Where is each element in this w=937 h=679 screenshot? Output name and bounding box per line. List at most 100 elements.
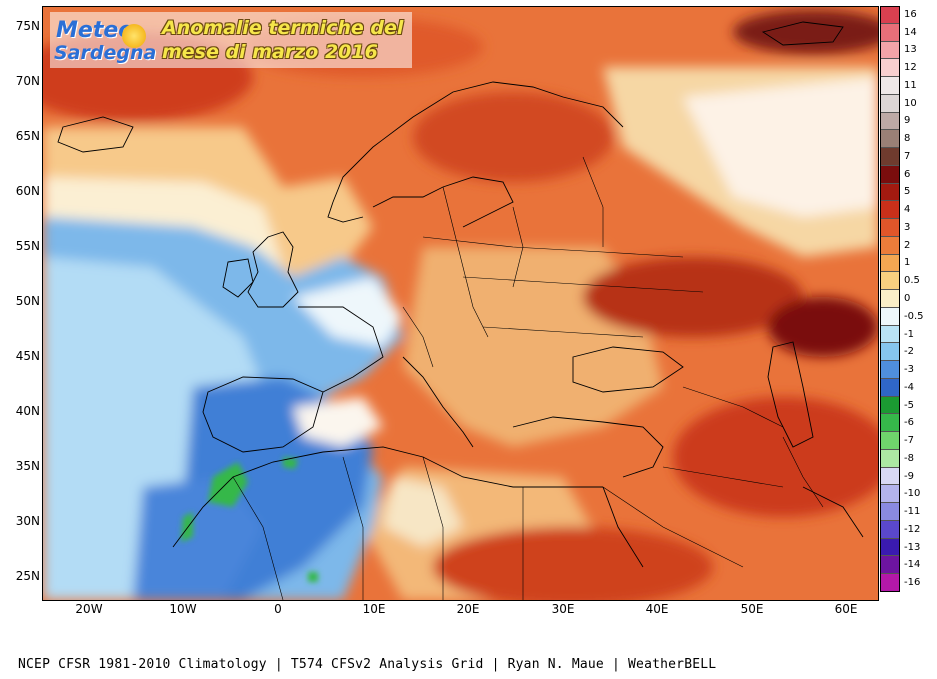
legend-swatch xyxy=(880,485,900,504)
legend-label: -12 xyxy=(904,523,921,535)
legend-label: -5 xyxy=(904,399,914,411)
legend-swatch xyxy=(880,449,900,468)
logo-brand-line2: Sardegna xyxy=(54,42,157,64)
legend-swatch xyxy=(880,432,900,450)
legend-swatch xyxy=(880,307,900,326)
legend-swatch xyxy=(880,77,900,95)
legend-swatch xyxy=(880,503,900,521)
legend-label: 16 xyxy=(904,8,917,20)
legend-swatch xyxy=(880,183,900,202)
lat-label: 50N xyxy=(15,294,40,308)
legend-label: -2 xyxy=(904,346,914,358)
lon-label: 20E xyxy=(456,602,480,616)
lat-label: 75N xyxy=(15,19,40,33)
legend-label: 1 xyxy=(904,257,911,269)
legend-label: 13 xyxy=(904,44,917,56)
country-borders xyxy=(232,156,824,600)
legend-label: -11 xyxy=(904,506,921,518)
lon-label: 50E xyxy=(740,602,764,616)
map-title-line2: mese di marzo 2016 xyxy=(162,41,378,63)
legend-swatch xyxy=(880,6,900,24)
lon-label: 10E xyxy=(362,602,386,616)
lon-label: 40E xyxy=(645,602,669,616)
legend-label: 7 xyxy=(904,150,911,162)
temperature-anomaly-field xyxy=(43,7,878,600)
legend-swatch xyxy=(880,467,900,486)
legend-swatch xyxy=(880,290,900,308)
lat-label: 40N xyxy=(15,404,40,418)
legend-swatch xyxy=(880,59,900,78)
meteo-sardegna-logo: Meteo Sardegna Anomalie termiche del mes… xyxy=(50,12,412,68)
legend-swatch xyxy=(880,556,900,575)
map-title-line1: Anomalie termiche del xyxy=(162,17,404,39)
legend-swatch xyxy=(880,378,900,397)
color-scale-legend: 16 14 13 12 11 10 9 8 7 6 5 4 3 2 1 0.5 0 -0.5 -1 -2 -3 -4 -5 -… xyxy=(880,6,932,592)
lat-label: 25N xyxy=(15,569,40,583)
data-credits: NCEP CFSR 1981-2010 Climatology | T574 C… xyxy=(18,657,717,672)
legend-swatch xyxy=(880,538,900,557)
legend-swatch xyxy=(880,254,900,273)
legend-label: -1 xyxy=(904,328,914,340)
cold-anomaly-green-patches xyxy=(181,457,318,582)
legend-label: 0 xyxy=(904,293,911,304)
legend-label: 9 xyxy=(904,115,911,127)
legend-label: -9 xyxy=(904,470,914,482)
legend-swatch xyxy=(880,414,900,433)
map-title: Anomalie termiche del mese di marzo 2016 xyxy=(162,16,403,64)
legend-label: -10 xyxy=(904,488,921,500)
legend-swatch xyxy=(880,148,900,166)
lon-label: 30E xyxy=(551,602,575,616)
legend-label: 14 xyxy=(904,26,917,38)
lon-label: 10W xyxy=(169,602,197,616)
legend-label: 3 xyxy=(904,221,911,233)
coastlines xyxy=(57,21,864,568)
legend-label: 2 xyxy=(904,239,911,251)
legend-label: 5 xyxy=(904,186,911,198)
legend-swatch xyxy=(880,272,900,291)
legend-swatch xyxy=(880,201,900,220)
logo-brand-line1: Meteo xyxy=(56,18,134,43)
anomaly-shading xyxy=(43,10,878,600)
legend-swatch xyxy=(880,396,900,415)
legend-swatch xyxy=(880,361,900,379)
lon-label: 0 xyxy=(274,602,282,616)
legend-label: -14 xyxy=(904,559,921,571)
legend-swatch xyxy=(880,219,900,237)
legend-label: 8 xyxy=(904,133,911,145)
legend-swatch xyxy=(880,520,900,539)
lon-label: 60E xyxy=(834,602,858,616)
legend-label: 12 xyxy=(904,62,917,74)
lat-label: 30N xyxy=(15,514,40,528)
legend-swatch xyxy=(880,165,900,184)
legend-swatch xyxy=(880,343,900,362)
lat-label: 45N xyxy=(15,349,40,363)
legend-swatch xyxy=(880,236,900,255)
legend-label: 4 xyxy=(904,204,911,216)
legend-label: -6 xyxy=(904,417,914,429)
legend-swatch xyxy=(880,23,900,42)
lat-label: 60N xyxy=(15,184,40,198)
legend-label: -0.5 xyxy=(904,310,924,322)
legend-label: -16 xyxy=(904,577,921,589)
legend-label: -7 xyxy=(904,435,914,447)
legend-label: 11 xyxy=(904,79,917,91)
legend-label: 0.5 xyxy=(904,275,920,287)
legend-label: 6 xyxy=(904,168,911,180)
legend-swatch xyxy=(880,112,900,131)
lat-label: 65N xyxy=(15,129,40,143)
sun-icon xyxy=(122,24,146,48)
legend-frame xyxy=(880,6,900,592)
lat-label: 35N xyxy=(15,459,40,473)
lon-label: 20W xyxy=(75,602,103,616)
legend-label: 10 xyxy=(904,97,917,109)
legend-label: -13 xyxy=(904,541,921,553)
lat-label: 70N xyxy=(15,74,40,88)
legend-swatch xyxy=(880,130,900,149)
legend-swatch xyxy=(880,41,900,60)
legend-label: -8 xyxy=(904,452,914,464)
anomaly-map xyxy=(42,6,879,601)
legend-label: -4 xyxy=(904,381,914,393)
legend-swatch xyxy=(880,325,900,344)
legend-swatch xyxy=(880,94,900,113)
legend-label: -3 xyxy=(904,364,914,376)
